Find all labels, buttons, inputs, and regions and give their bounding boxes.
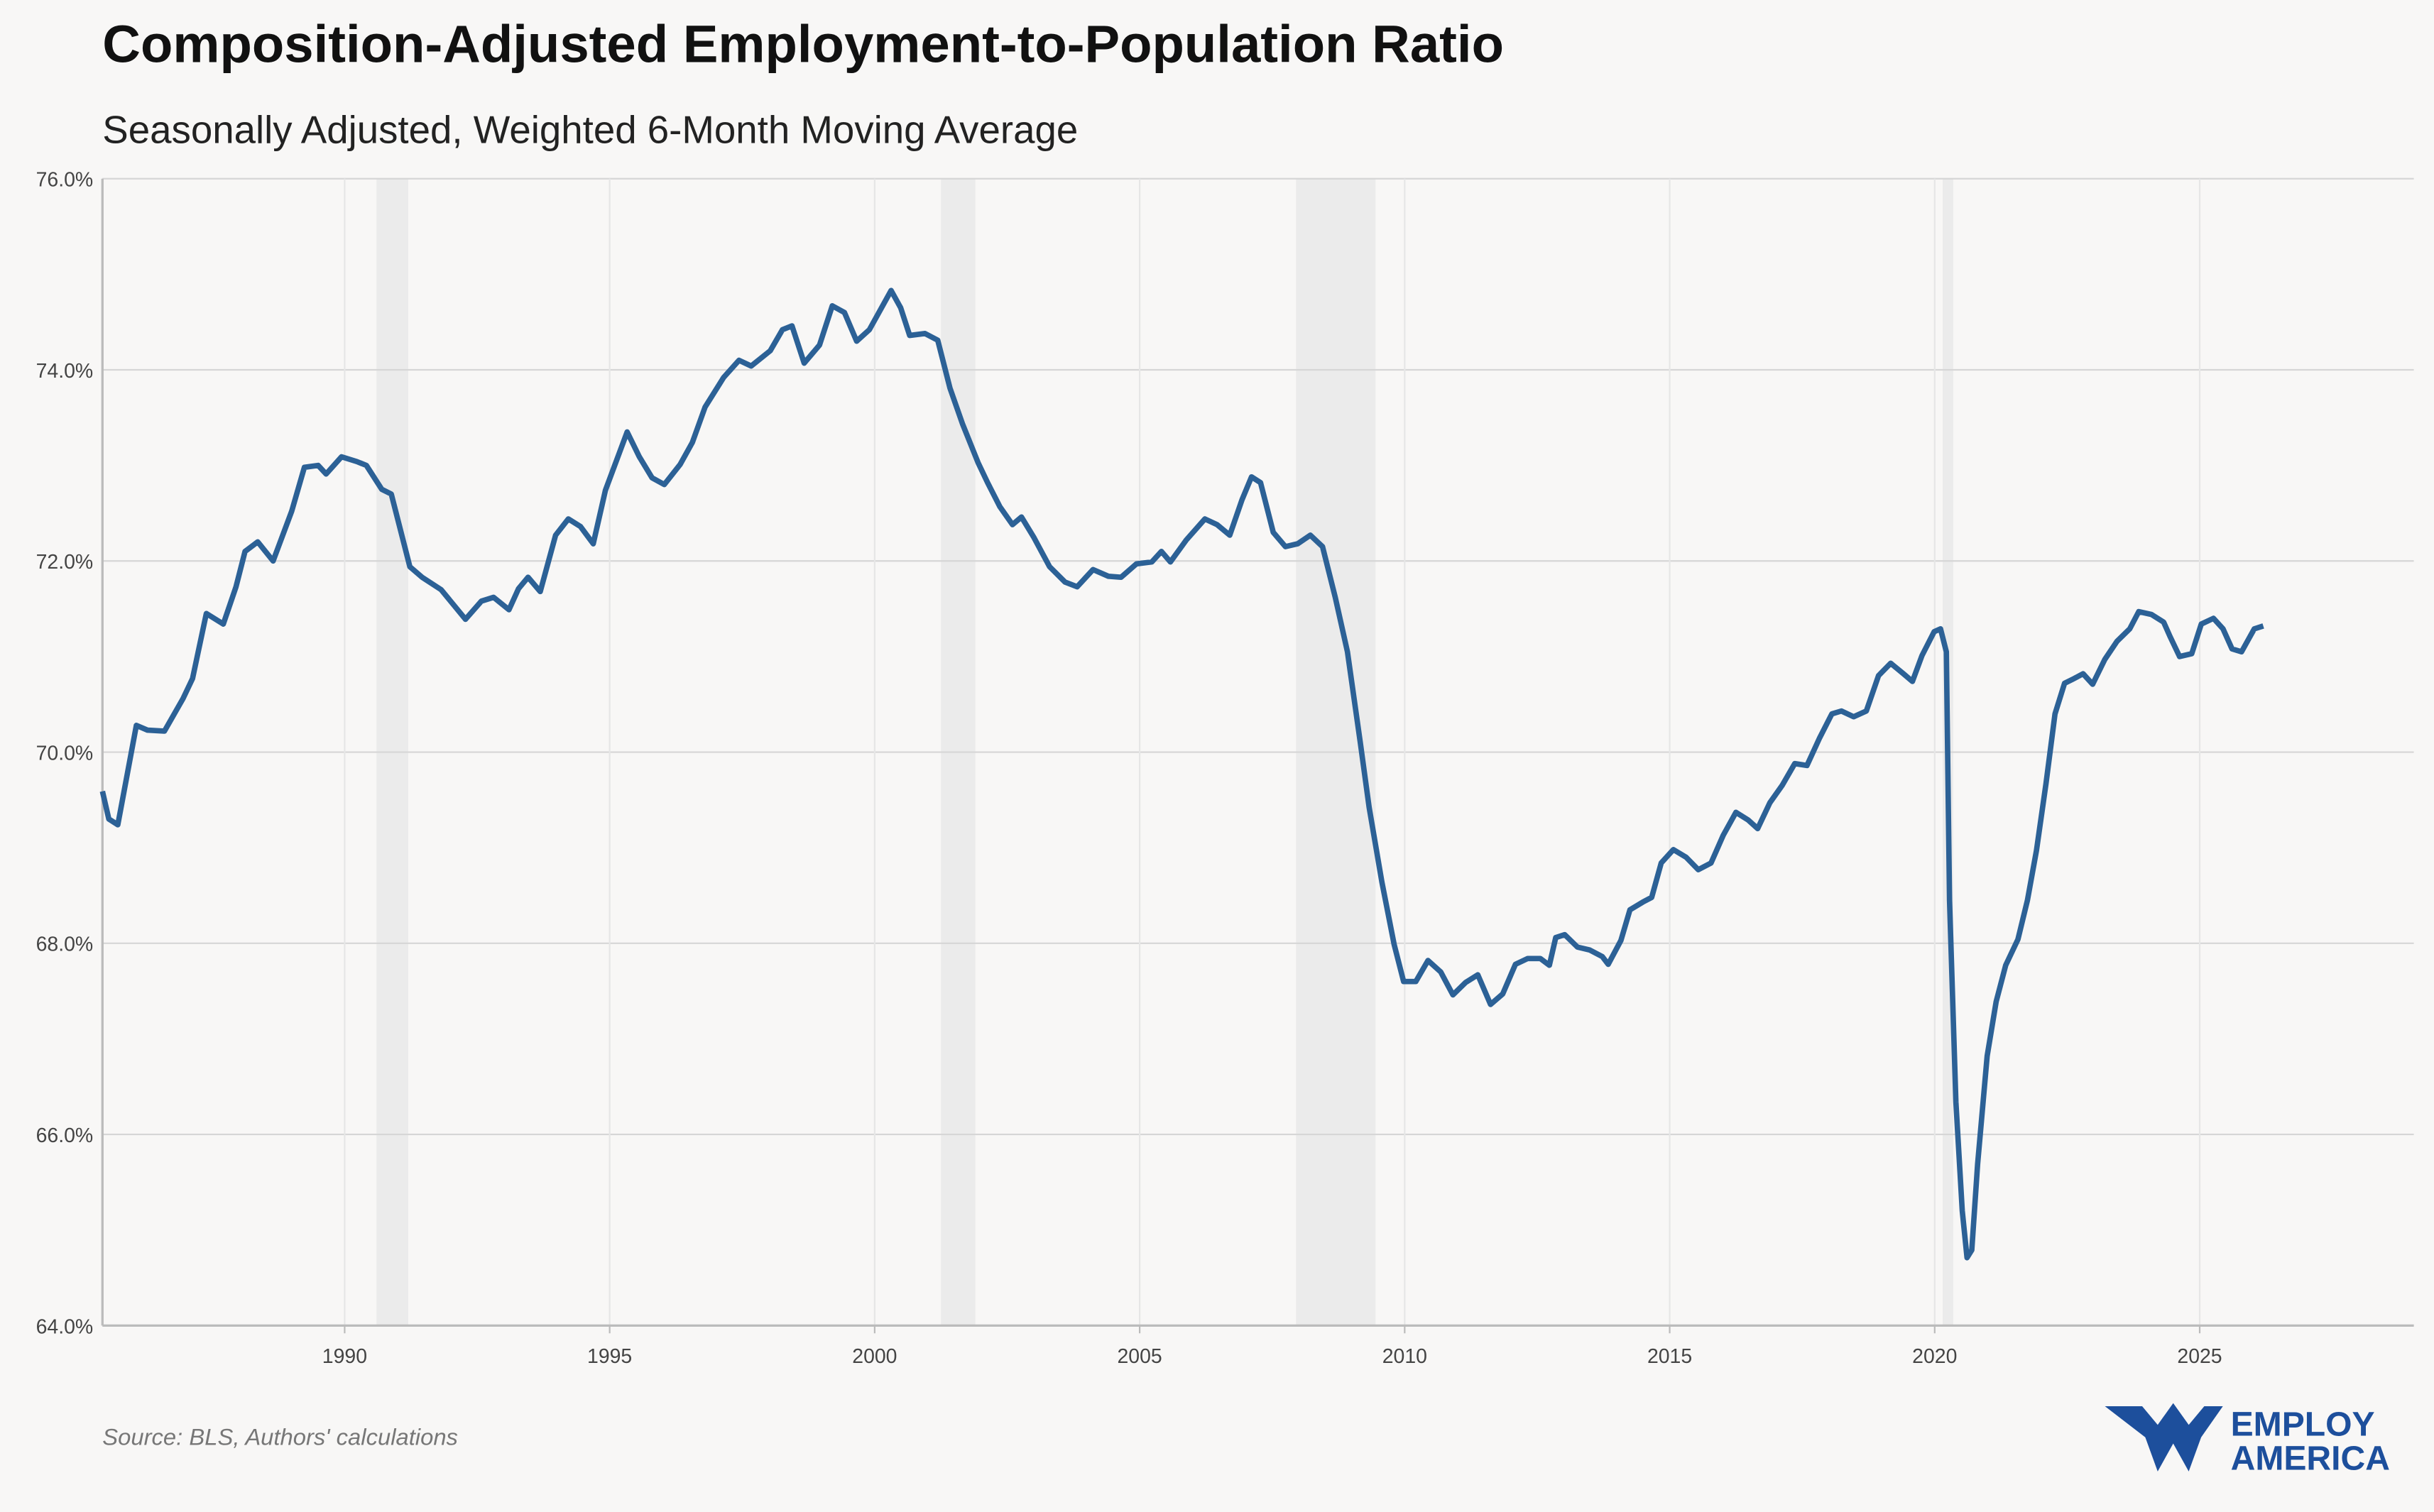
x-tick-label: 1995 [587, 1345, 632, 1368]
logo-text: EMPLOY [2231, 1406, 2375, 1444]
logo: EMPLOY AMERICA [2105, 1403, 2390, 1478]
x-tick-label: 2020 [1912, 1345, 1957, 1368]
chart-title: Composition-Adjusted Employment-to-Popul… [102, 15, 1504, 74]
y-tick-label: 70.0% [36, 742, 94, 765]
y-tick-label: 68.0% [36, 933, 94, 956]
data-line [99, 287, 2264, 1261]
y-tick-label: 76.0% [36, 169, 94, 192]
x-tick-label: 2000 [852, 1345, 897, 1368]
logo-icon [2105, 1403, 2223, 1472]
x-tick-label: 1990 [322, 1345, 367, 1368]
y-tick-label: 72.0% [36, 551, 94, 574]
y-tick-label: 74.0% [36, 360, 94, 383]
x-tick-label: 2010 [1382, 1345, 1427, 1368]
x-tick-label: 2025 [2177, 1345, 2222, 1368]
x-tick-label: 2005 [1118, 1345, 1162, 1368]
y-tick-label: 64.0% [36, 1315, 94, 1338]
y-tick-label: 66.0% [36, 1124, 94, 1147]
x-tick-label: 2015 [1647, 1345, 1692, 1368]
chart-subtitle: Seasonally Adjusted, Weighted 6-Month Mo… [102, 108, 1078, 151]
source-note: Source: BLS, Authors' calculations [102, 1424, 458, 1450]
logo-text: AMERICA [2231, 1440, 2390, 1478]
